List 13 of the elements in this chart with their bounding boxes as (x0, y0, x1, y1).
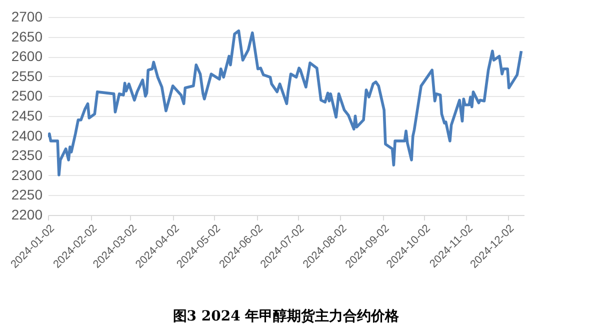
text: 图3 2024 年甲醇期货主力合约价格 (172, 308, 400, 325)
y-tick-label: 2600 (11, 48, 43, 64)
y-tick-label: 2450 (11, 108, 43, 124)
y-tick-label: 2250 (11, 186, 43, 203)
y-tick-label: 2350 (11, 147, 43, 164)
y-tick-label: 2300 (11, 166, 43, 183)
y-tick-label: 2550 (11, 68, 43, 84)
y-tick-label: 2200 (11, 206, 43, 222)
line-series (48, 29, 523, 176)
y-tick-label: 2650 (11, 28, 43, 44)
y-tick-label: 2400 (11, 127, 43, 144)
y-tick-label: 2500 (11, 88, 43, 104)
y-tick-label: 2700 (11, 8, 43, 24)
